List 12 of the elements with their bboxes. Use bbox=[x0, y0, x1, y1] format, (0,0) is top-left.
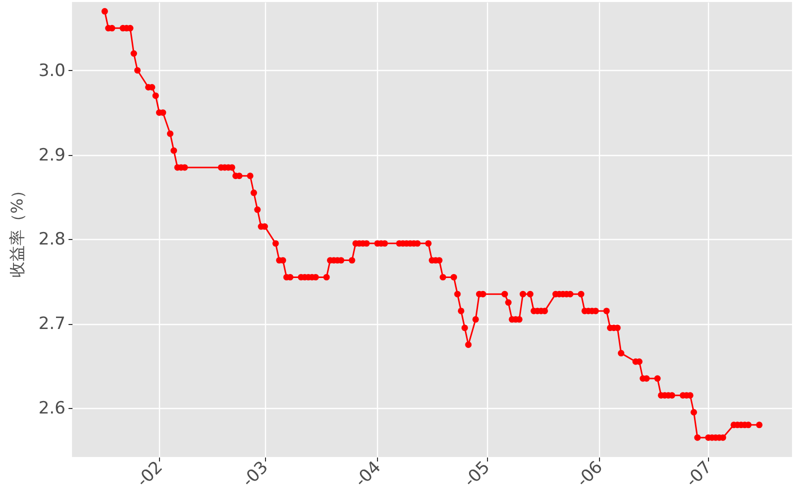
y-tick-label: 2.6 bbox=[38, 398, 66, 419]
x-tick-label: -04 bbox=[351, 457, 386, 492]
y-tick-label: 3.0 bbox=[38, 60, 66, 81]
x-tick-label: -05 bbox=[460, 457, 494, 492]
x-tick-label: -06 bbox=[573, 457, 607, 492]
x-tick-label: -03 bbox=[238, 457, 272, 492]
x-tick-label: -07 bbox=[682, 457, 716, 492]
y-tick-label: 2.9 bbox=[38, 145, 66, 166]
y-axis-title: 收益率（%） bbox=[7, 182, 26, 278]
y-tick-label: 2.7 bbox=[38, 314, 66, 334]
x-tick-label: -02 bbox=[133, 457, 167, 492]
y-tick-label: 2.8 bbox=[38, 230, 66, 250]
